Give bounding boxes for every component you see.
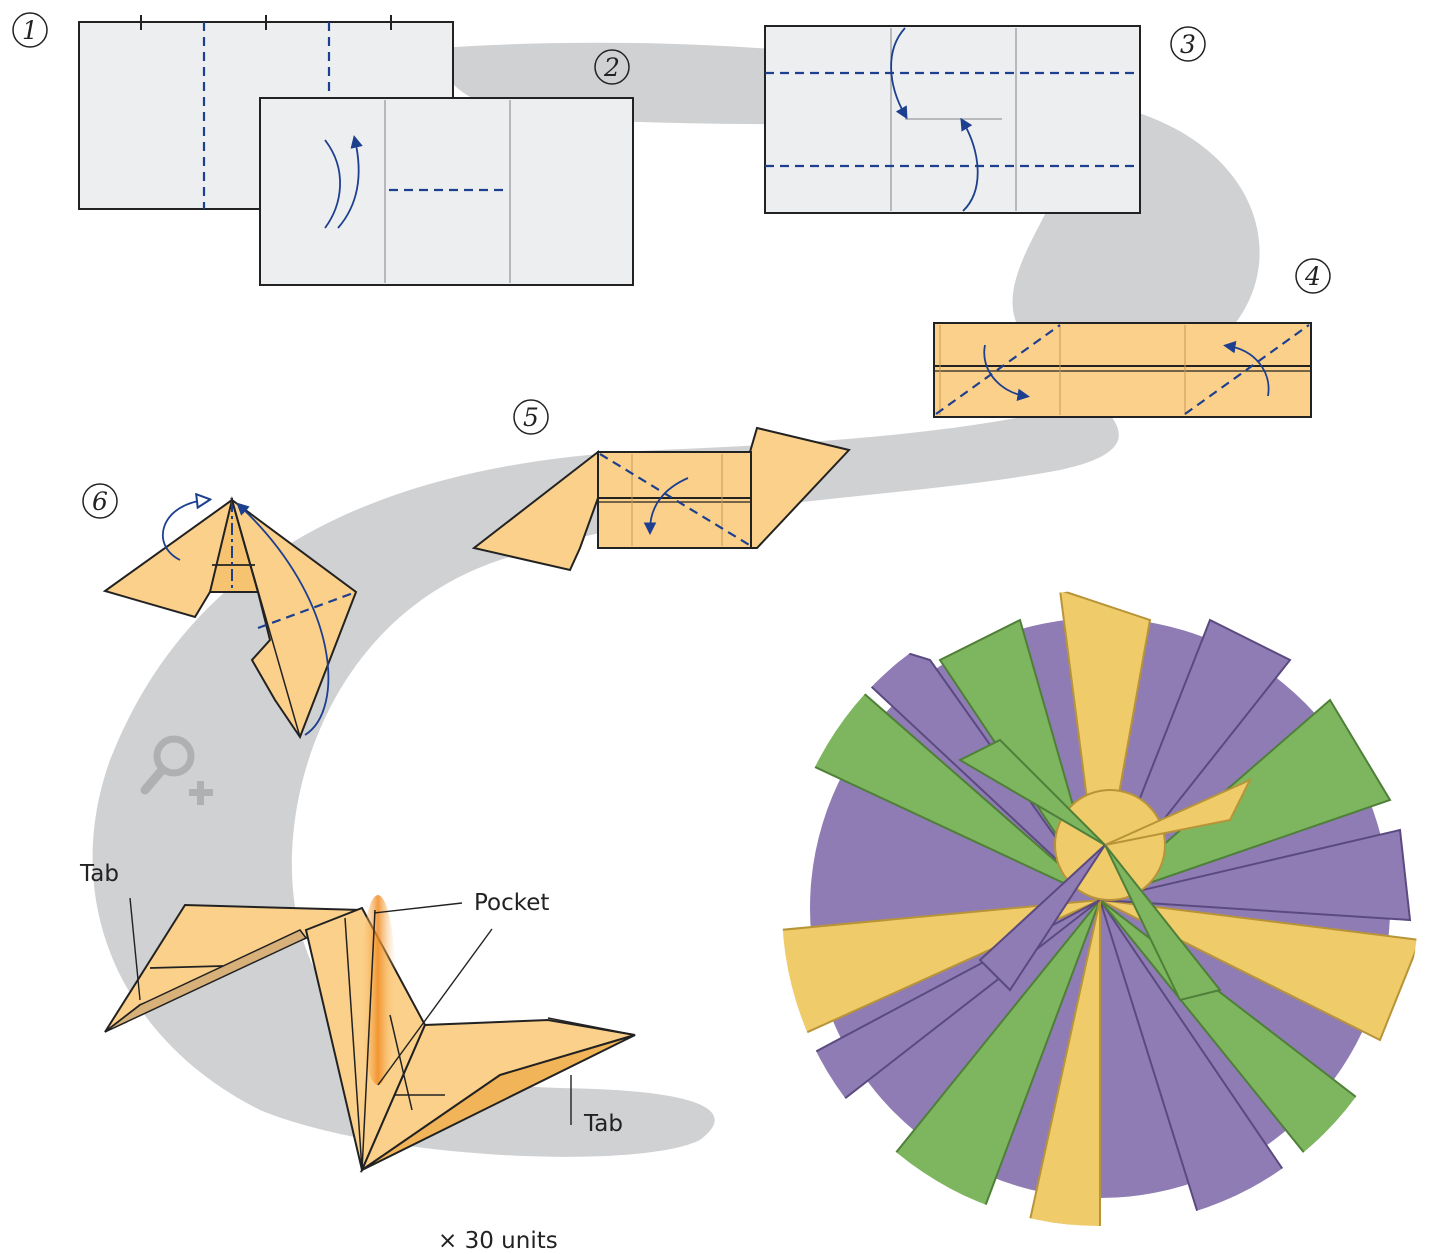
tab-label-right: Tab [583,1111,623,1137]
step-5-diagram [471,426,851,572]
svg-text:3: 3 [1180,30,1196,59]
finished-unit-diagram [104,895,636,1174]
svg-text:5: 5 [523,403,539,432]
step-number-2: 2 [594,49,630,85]
step-3-diagram [764,25,1141,214]
step-number-5: 5 [513,399,549,435]
svg-text:2: 2 [603,53,620,82]
svg-text:1: 1 [22,16,38,45]
step-number-6: 6 [82,483,118,519]
svg-text:4: 4 [1304,262,1321,291]
units-note: × 30 units [438,1228,558,1254]
step-number-3: 3 [1170,26,1206,62]
step-number-1: 1 [12,12,48,48]
step-4-diagram [933,322,1312,418]
kusudama-ball-photo [782,590,1418,1226]
tab-label-left: Tab [79,861,119,887]
step-number-4: 4 [1295,258,1331,294]
step-2-diagram [259,97,634,286]
step-6-diagram [102,500,358,740]
zoom-in-icon [140,735,213,805]
pocket-label: Pocket [474,890,549,916]
svg-text:6: 6 [92,487,108,516]
